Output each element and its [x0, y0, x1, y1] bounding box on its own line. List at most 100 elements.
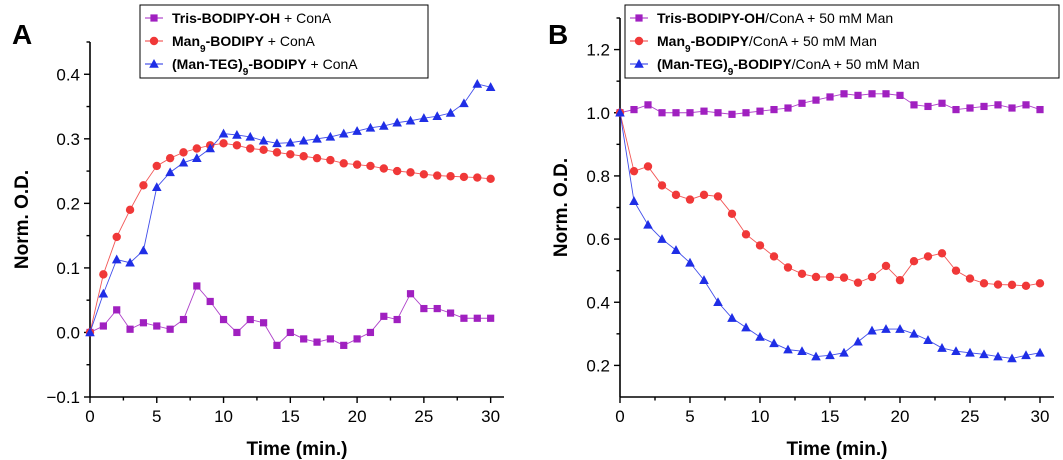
data-point: [769, 252, 779, 261]
data-point: [965, 274, 975, 283]
data-point: [433, 171, 442, 180]
legend-text-part: /ConA + 50 mM Man: [765, 10, 893, 26]
data-point: [139, 181, 148, 190]
data-point: [85, 327, 95, 337]
data-point: [273, 341, 281, 349]
data-point: [1007, 280, 1017, 290]
data-point: [272, 138, 282, 148]
data-point: [839, 347, 849, 357]
legend-text-part: + ConA: [280, 10, 332, 26]
data-point: [1035, 347, 1045, 357]
data-point: [615, 107, 625, 117]
data-point: [219, 139, 228, 148]
data-point: [179, 148, 188, 157]
data-point: [165, 167, 175, 177]
data-point: [811, 351, 821, 361]
data-point: [246, 144, 255, 153]
series-line: [89, 285, 491, 347]
data-point: [218, 128, 229, 138]
series-circle: [85, 139, 495, 337]
panel-label: A: [12, 19, 32, 50]
data-point: [285, 137, 296, 147]
data-point: [246, 315, 254, 324]
data-point: [1021, 350, 1031, 360]
y-tick-label: −0.1: [46, 388, 80, 407]
data-point: [784, 104, 792, 112]
data-point: [393, 315, 401, 324]
data-point: [993, 280, 1003, 289]
data-point: [485, 82, 496, 91]
data-point: [300, 335, 308, 343]
y-tick-label: 0.1: [56, 259, 80, 278]
data-point: [644, 101, 652, 109]
data-point: [192, 153, 202, 162]
data-point: [741, 230, 751, 239]
data-point: [713, 297, 723, 307]
data-point: [994, 101, 1002, 109]
legend-text-part: /ConA + 50 mM Man: [749, 33, 877, 49]
data-point: [728, 110, 736, 118]
data-point: [126, 325, 134, 333]
data-point: [839, 273, 849, 282]
data-point: [473, 173, 482, 182]
data-point: [882, 90, 890, 98]
data-point: [923, 335, 933, 344]
data-point: [1021, 281, 1031, 291]
data-point: [338, 128, 349, 138]
data-point: [125, 205, 135, 215]
legend-subscript: 9: [200, 44, 206, 55]
data-point: [685, 195, 695, 204]
data-point: [486, 174, 495, 184]
legend-text-part: -BODIPY: [733, 56, 792, 72]
data-point: [937, 249, 947, 258]
data-point: [993, 351, 1003, 361]
data-point: [658, 109, 666, 117]
data-point: [755, 241, 765, 250]
data-point: [405, 115, 416, 125]
data-point: [783, 344, 793, 354]
x-tick-label: 30: [481, 407, 500, 426]
data-point: [742, 109, 750, 117]
series-square: [616, 90, 1044, 118]
y-tick-label: 0.0: [56, 323, 80, 342]
data-point: [1036, 105, 1044, 114]
legend-swatch-marker: [634, 36, 644, 46]
legend-text-part: /ConA + 50 mM Man: [792, 56, 920, 72]
data-point: [165, 153, 175, 163]
data-point: [325, 131, 336, 141]
data-point: [445, 108, 456, 117]
data-point: [312, 133, 322, 143]
series-circle: [615, 108, 1045, 291]
data-point: [473, 314, 481, 322]
data-point: [672, 109, 680, 117]
data-point: [965, 347, 975, 357]
data-point: [951, 346, 961, 356]
data-point: [487, 314, 495, 322]
data-point: [630, 105, 638, 114]
data-point: [272, 148, 282, 157]
data-point: [98, 288, 109, 298]
data-point: [966, 104, 974, 112]
data-point: [643, 162, 653, 171]
y-tick-label: 1.0: [586, 104, 610, 123]
data-point: [1022, 101, 1030, 109]
data-point: [99, 270, 108, 279]
data-point: [460, 314, 468, 322]
data-point: [326, 155, 335, 165]
series-triangle: [85, 78, 496, 337]
data-point: [219, 315, 228, 324]
legend-entry-label: Tris-BODIPY-OH/ConA + 50 mM Man: [657, 10, 893, 26]
data-point: [138, 245, 149, 255]
data-point: [298, 135, 309, 145]
data-point: [1008, 104, 1016, 112]
data-point: [326, 335, 334, 343]
legend-text-part: -BODIPY: [206, 33, 265, 49]
x-tick-label: 15: [821, 407, 840, 426]
data-point: [299, 152, 308, 161]
legend-entry-label: Tris-BODIPY-OH + ConA: [172, 10, 332, 26]
data-point: [825, 350, 835, 360]
data-point: [853, 278, 863, 287]
data-point: [111, 254, 122, 264]
data-point: [152, 161, 161, 171]
